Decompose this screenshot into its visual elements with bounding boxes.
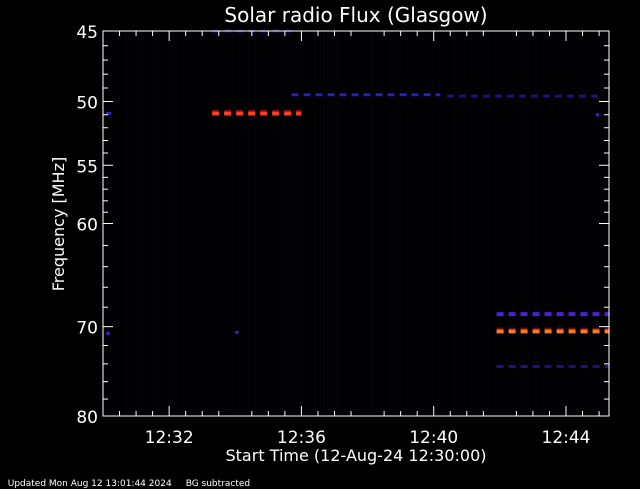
y-tick-label: 45: [76, 23, 98, 43]
x-tick-label: 12:44: [542, 428, 591, 448]
plot-area: [103, 31, 609, 416]
y-tick-label: 55: [76, 157, 98, 177]
y-tick-label: 80: [76, 408, 98, 428]
emission-bands: [106, 29, 609, 369]
plot-background: [103, 31, 609, 416]
footer: Updated Mon Aug 12 13:01:44 2024 BG subtr…: [2, 469, 264, 489]
x-tick-label: 12:36: [277, 428, 326, 448]
chart-title: Solar radio Flux (Glasgow): [224, 3, 487, 27]
updated-timestamp: Updated Mon Aug 12 13:01:44 2024: [7, 479, 172, 489]
x-tick-label: 12:40: [409, 428, 458, 448]
bg-subtracted-note: BG subtracted: [185, 479, 251, 489]
y-tick-label: 50: [76, 94, 98, 114]
x-tick-label: 12:32: [145, 428, 194, 448]
axes: 45 50 55 60 70 80 12:32 12:36 12:40 12:44: [76, 23, 610, 448]
x-axis-label: Start Time (12-Aug-24 12:30:00): [226, 446, 487, 465]
y-tick-label: 60: [76, 216, 98, 236]
y-axis-label: Frequency [MHz]: [49, 157, 68, 291]
y-tick-label: 70: [76, 319, 98, 339]
